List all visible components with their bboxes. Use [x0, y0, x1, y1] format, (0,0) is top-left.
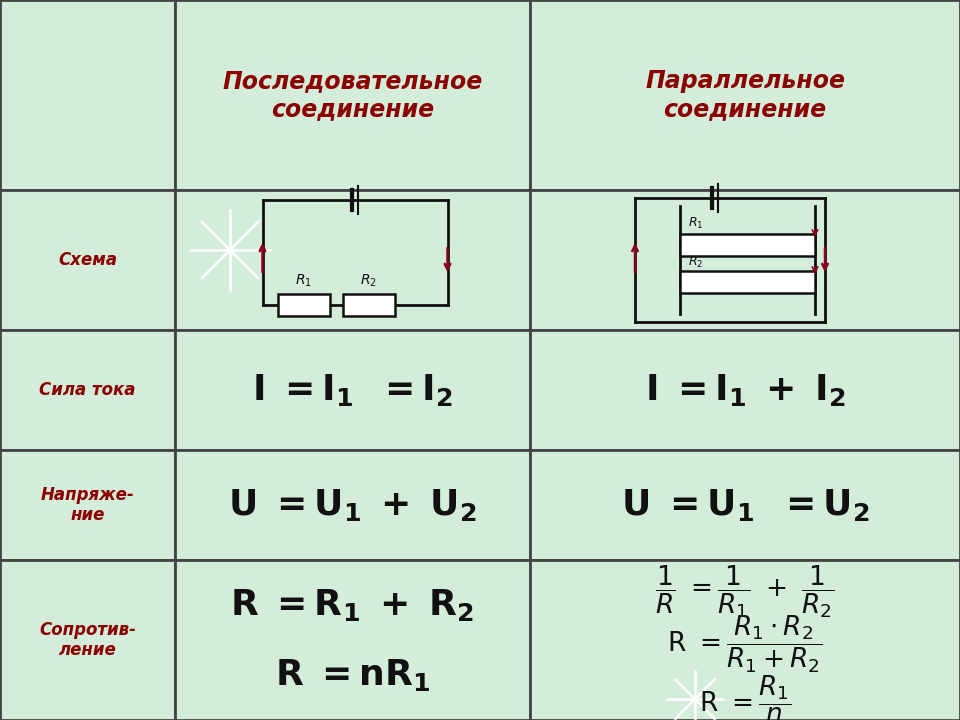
Polygon shape: [0, 190, 175, 330]
Polygon shape: [175, 560, 530, 720]
Text: $\mathrm{R}\ =\dfrac{R_1 \cdot R_2}{R_1 + R_2}$: $\mathrm{R}\ =\dfrac{R_1 \cdot R_2}{R_1 …: [667, 614, 823, 675]
Text: Параллельное
соединение: Параллельное соединение: [645, 69, 845, 121]
Polygon shape: [175, 450, 530, 560]
Polygon shape: [0, 560, 175, 720]
Polygon shape: [0, 0, 175, 190]
Text: Напряже-
ние: Напряже- ние: [40, 485, 134, 524]
Text: $\dfrac{1}{R}\ =\dfrac{1}{R_1}\ +\ \dfrac{1}{R_2}$: $\dfrac{1}{R}\ =\dfrac{1}{R_1}\ +\ \dfra…: [656, 564, 834, 621]
Text: Сила тока: Сила тока: [39, 381, 135, 399]
Text: $R_1$: $R_1$: [688, 216, 704, 231]
Text: Сопротив-
ление: Сопротив- ление: [39, 621, 136, 660]
Text: $\mathbf{R\ =R_1\ +\ R_2}$: $\mathbf{R\ =R_1\ +\ R_2}$: [230, 587, 474, 623]
Polygon shape: [175, 190, 530, 330]
Text: $\mathbf{I\ =I_1\ +\ I_2}$: $\mathbf{I\ =I_1\ +\ I_2}$: [644, 372, 846, 408]
Polygon shape: [530, 560, 960, 720]
Text: $\mathbf{R\ =nR_1}$: $\mathbf{R\ =nR_1}$: [275, 657, 430, 693]
Polygon shape: [277, 294, 329, 316]
Polygon shape: [530, 330, 960, 450]
Polygon shape: [0, 330, 175, 450]
Text: $R_2$: $R_2$: [360, 273, 377, 289]
Text: $\mathbf{U\ =U_1\ +\ U_2}$: $\mathbf{U\ =U_1\ +\ U_2}$: [228, 487, 477, 523]
Text: $\mathbf{U\ =U_1\ \ =U_2}$: $\mathbf{U\ =U_1\ \ =U_2}$: [621, 487, 869, 523]
Polygon shape: [530, 0, 960, 190]
Text: $R_1$: $R_1$: [295, 273, 312, 289]
Polygon shape: [0, 450, 175, 560]
Text: $\mathbf{I\ =I_1\ \ =I_2}$: $\mathbf{I\ =I_1\ \ =I_2}$: [252, 372, 453, 408]
Text: Схема: Схема: [58, 251, 117, 269]
Text: $R_2$: $R_2$: [688, 255, 704, 270]
Polygon shape: [530, 190, 960, 330]
Text: $\mathrm{R}\ =\dfrac{R_1}{n}$: $\mathrm{R}\ =\dfrac{R_1}{n}$: [699, 673, 791, 720]
Polygon shape: [680, 234, 815, 256]
Polygon shape: [175, 0, 530, 190]
Polygon shape: [343, 294, 395, 316]
Polygon shape: [530, 450, 960, 560]
Polygon shape: [175, 330, 530, 450]
Polygon shape: [680, 271, 815, 293]
Text: Последовательное
соединение: Последовательное соединение: [223, 69, 483, 121]
